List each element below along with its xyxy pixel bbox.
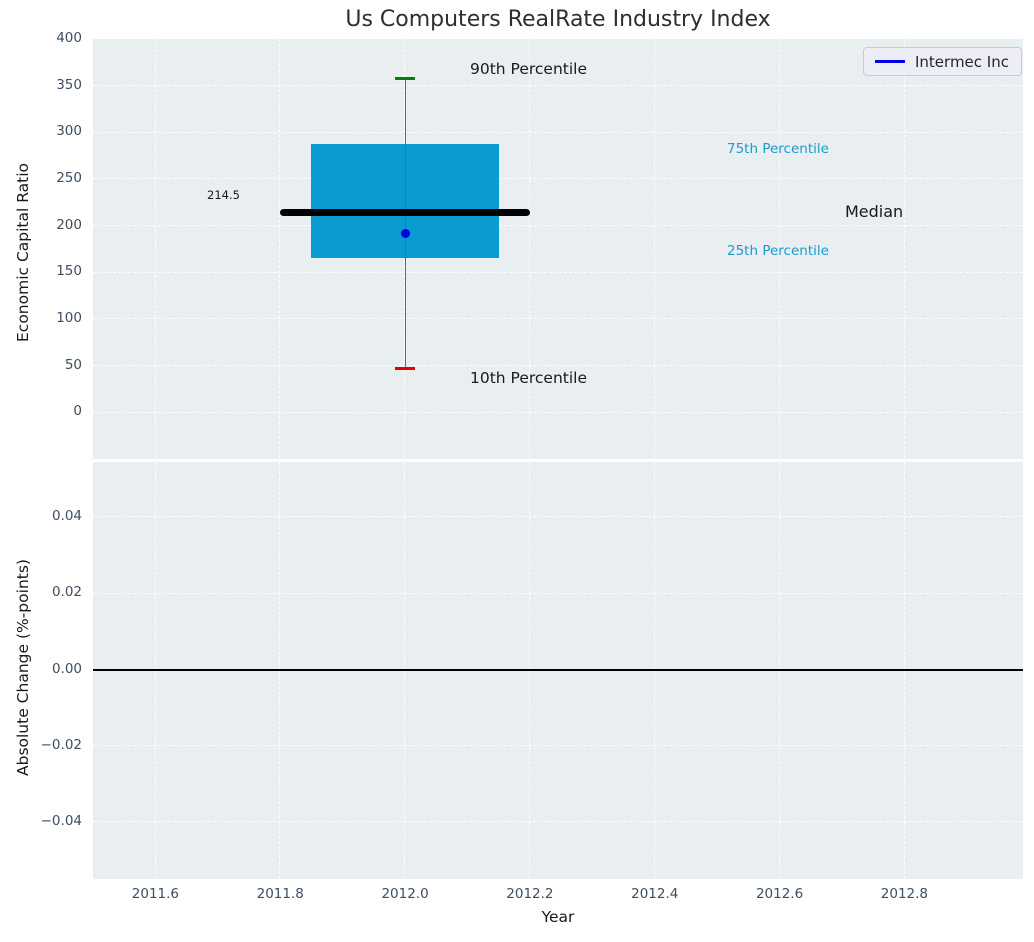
x-gridline [903, 39, 905, 459]
annotation-90th-percentile: 90th Percentile [470, 60, 588, 78]
legend-label: Intermec Inc [915, 52, 1009, 71]
y-tick-label: 100 [56, 310, 82, 326]
y-gridline [93, 744, 1023, 746]
chart-title: Us Computers RealRate Industry Index [345, 7, 771, 32]
annotation-25th-percentile: 25th Percentile [727, 243, 829, 259]
y-tick-label: 0 [73, 403, 82, 420]
zero-line [93, 668, 1023, 671]
median-line [280, 208, 530, 216]
y-gridline [93, 224, 1023, 226]
y-gridline [93, 178, 1023, 180]
y-tick-label: 0.04 [51, 508, 82, 525]
annotation-median-value: 214.5 [207, 188, 240, 202]
x-gridline [778, 39, 780, 459]
y-tick-label: 0.02 [51, 584, 82, 601]
whisker-line [404, 78, 406, 369]
whisker-cap-10th [395, 366, 416, 370]
x-tick-label: 2011.6 [131, 886, 180, 902]
y-tick-label: 200 [56, 216, 82, 233]
y-gridline [93, 84, 1023, 86]
top-axes-panel [93, 39, 1023, 459]
y-tick-label: 350 [56, 76, 82, 93]
x-gridline [529, 39, 531, 459]
legend: Intermec Inc [863, 47, 1022, 76]
y-gridline [93, 411, 1023, 413]
y-tick-label: −0.04 [40, 812, 82, 829]
annotation-10th-percentile: 10th Percentile [470, 369, 588, 387]
x-tick-label: 2012.4 [631, 886, 679, 902]
x-axis-label: Year [541, 908, 575, 926]
y-tick-label: 0.00 [51, 660, 82, 677]
annotation-75th-percentile: 75th Percentile [727, 141, 829, 157]
legend-line-icon [875, 60, 905, 63]
y-gridline [93, 131, 1023, 133]
y-tick-label: −0.02 [40, 736, 82, 753]
y-gridline [93, 592, 1023, 594]
y-tick-label: 400 [56, 30, 82, 46]
x-gridline [279, 39, 281, 459]
annotation-median: Median [845, 202, 904, 221]
x-tick-label: 2012.8 [880, 886, 929, 902]
x-gridline [653, 39, 655, 459]
y-gridline [93, 271, 1023, 273]
y-gridline [93, 364, 1023, 366]
y-tick-label: 300 [56, 123, 82, 140]
x-tick-label: 2012.2 [506, 886, 554, 902]
y-gridline [93, 516, 1023, 518]
x-tick-label: 2011.8 [256, 886, 304, 902]
x-gridline [154, 39, 156, 459]
x-tick-label: 2012.0 [381, 886, 429, 902]
x-tick-label: 2012.6 [755, 886, 804, 902]
y-tick-label: 50 [64, 356, 82, 373]
whisker-cap-90th [395, 76, 416, 80]
company-marker [400, 228, 410, 238]
y-tick-label: 250 [56, 170, 82, 186]
y-gridline [93, 318, 1023, 320]
y-tick-label: 150 [56, 263, 82, 280]
y-gridline [93, 38, 1023, 40]
y-gridline [93, 821, 1023, 823]
